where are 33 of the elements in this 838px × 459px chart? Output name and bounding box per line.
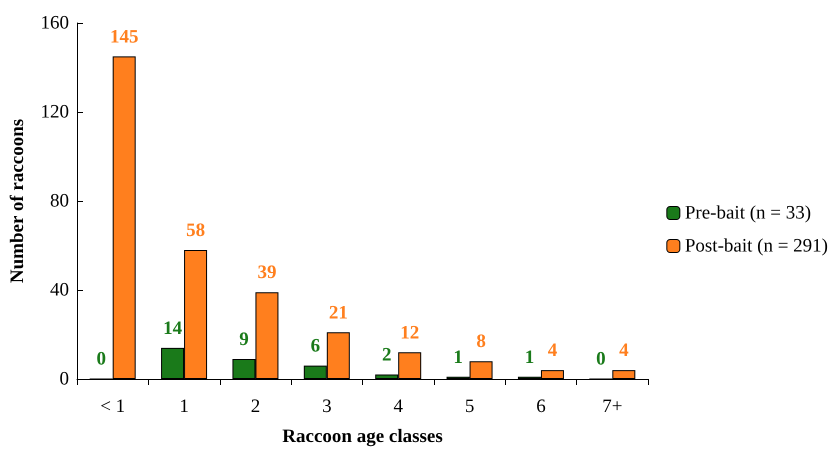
x-axis-title: Raccoon age classes <box>282 426 443 447</box>
y-tick-label: 40 <box>50 280 69 300</box>
y-tick-label: 120 <box>40 102 69 122</box>
data-label: 58 <box>186 220 206 241</box>
x-tick-label: 2 <box>250 396 260 417</box>
data-label: 4 <box>619 340 630 362</box>
data-label: 0 <box>96 348 106 370</box>
y-tick-label: 0 <box>60 368 69 390</box>
data-label: 4 <box>548 340 558 362</box>
data-label: 39 <box>257 262 276 284</box>
y-tick-label: 160 <box>40 12 69 34</box>
data-label: 0 <box>596 348 606 370</box>
data-label: 145 <box>110 26 138 48</box>
data-label: 1 <box>524 346 534 368</box>
data-label: 21 <box>328 302 348 324</box>
x-tick-label: < 1 <box>100 396 126 417</box>
x-tick-label: 4 <box>393 396 404 417</box>
legend-label: Pre-bait (n = 33) <box>684 202 812 224</box>
data-label: 1 <box>453 346 463 368</box>
data-label: 2 <box>382 344 392 366</box>
y-tick-label: 80 <box>50 190 69 212</box>
y-axis-title: Number of raccoons <box>7 118 28 284</box>
legend-label: Post-bait (n = 291) <box>684 236 828 256</box>
data-label: 6 <box>310 336 320 357</box>
data-label: 9 <box>239 328 249 350</box>
data-label: 12 <box>400 322 420 344</box>
x-tick-label: 1 <box>179 396 189 417</box>
x-tick-label: 6 <box>536 396 546 417</box>
data-label: 14 <box>163 318 183 339</box>
x-tick-label: 7+ <box>602 396 622 417</box>
x-tick-label: 5 <box>464 396 474 417</box>
x-tick-label: 3 <box>322 396 332 417</box>
data-label: 8 <box>476 331 486 352</box>
